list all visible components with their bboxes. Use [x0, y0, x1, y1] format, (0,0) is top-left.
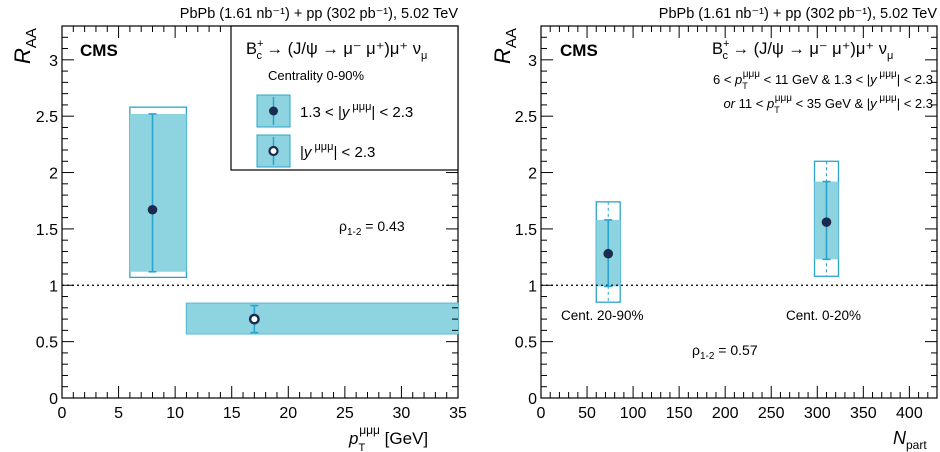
legend-entry-label-2: |y μμμ| < 2.3: [300, 141, 375, 161]
right-cms-label: CMS: [560, 41, 598, 60]
left-rho-annotation: ρ1-2 = 0.43: [339, 218, 405, 238]
left-ytick-label: 0.5: [36, 335, 58, 352]
right-bands: [595, 160, 840, 303]
right-xtick-label: 50: [578, 405, 596, 422]
left-xtick-label: 15: [223, 405, 241, 422]
right-header: PbPb (1.61 nb⁻¹) + pp (302 pb⁻¹), 5.02 T…: [659, 6, 938, 22]
right-marker-filled-1: [821, 217, 832, 227]
left-syst-band-1: [186, 303, 458, 334]
right-selection-line-2: or 11 < pTμμμ < 35 GeV & |y μμμ| < 2.3: [723, 93, 933, 115]
right-ylabel: RAA: [490, 28, 520, 64]
right-ytick-label: 1: [528, 278, 537, 295]
right-title: B+ c → (J/ψ → μ⁻ μ⁺)μ⁺ νμ: [712, 38, 893, 62]
left-ytick-label: 1: [49, 278, 58, 295]
left-xtick-label: 5: [114, 405, 123, 422]
left-panel: PbPb (1.61 nb⁻¹) + pp (302 pb⁻¹), 5.02 T…: [10, 6, 467, 452]
left-ytick-label: 2: [49, 166, 58, 183]
left-syst-band-0: [129, 113, 187, 272]
right-xtick-label: 350: [850, 405, 877, 422]
left-xlabel: pTμμμ [GeV]: [348, 423, 428, 452]
right-xtick-label: 0: [537, 405, 546, 422]
right-xtick-label: 100: [620, 405, 647, 422]
right-points: [603, 180, 832, 288]
left-ytick-label: 0: [49, 391, 58, 408]
right-ytick-label: 3: [528, 53, 537, 70]
left-xtick-label: 35: [449, 405, 467, 422]
left-bands: [129, 106, 459, 335]
left-axes: 00.511.522.530 5 10 15 20 25 30 35: [36, 25, 467, 422]
right-xtick-label: 300: [804, 405, 831, 422]
legend-entry-label-1: 1.3 < |y μμμ| < 2.3: [300, 101, 413, 121]
legend-entry-open: |y μμμ| < 2.3: [256, 134, 375, 168]
left-ylabel: RAA: [10, 28, 40, 64]
right-selection-line-1: 6 < pTμμμ < 11 GeV & 1.3 < |y μμμ| < 2.3: [713, 69, 933, 91]
right-xtick-label: 250: [758, 405, 785, 422]
right-xtick-label: 150: [666, 405, 693, 422]
right-ytick-label: 1.5: [515, 222, 537, 239]
left-cms-label: CMS: [80, 41, 118, 60]
right-plot-frame: [540, 25, 938, 399]
left-points: [147, 113, 260, 334]
right-ytick-label: 0: [528, 391, 537, 408]
left-xtick-label: 20: [279, 405, 297, 422]
left-xtick-label: 10: [166, 405, 184, 422]
right-ytick-label: 2: [528, 166, 537, 183]
right-marker-filled-0: [603, 248, 614, 259]
left-xtick-label: 0: [58, 405, 67, 422]
left-ytick-label: 1.5: [36, 222, 58, 239]
legend-entry-filled: 1.3 < |y μμμ| < 2.3: [256, 94, 413, 128]
left-header: PbPb (1.61 nb⁻¹) + pp (302 pb⁻¹), 5.02 T…: [180, 6, 459, 22]
legend-marker-filled: [269, 106, 278, 116]
right-xtick-label: 200: [712, 405, 739, 422]
right-xtick-label: 400: [896, 405, 923, 422]
left-marker-open-1: [248, 313, 260, 325]
left-xtick-label: 30: [393, 405, 411, 422]
point-label-cent-20-90: Cent. 20-90%: [561, 308, 644, 323]
left-marker-filled-0: [147, 204, 158, 215]
left-xtick-label: 25: [336, 405, 354, 422]
left-ytick-label: 3: [49, 53, 58, 70]
right-ytick-label: 2.5: [515, 109, 537, 126]
left-legend-subtitle: Centrality 0-90%: [268, 68, 365, 83]
right-xlabel: Npart: [893, 428, 927, 452]
legend-marker-open: [268, 145, 279, 157]
point-label-cent-0-20: Cent. 0-20%: [786, 308, 861, 323]
right-panel: PbPb (1.61 nb⁻¹) + pp (302 pb⁻¹), 5.02 T…: [490, 6, 938, 452]
right-ytick-label: 0.5: [515, 335, 537, 352]
right-rho-annotation: ρ1-2 = 0.57: [692, 342, 758, 362]
left-ytick-label: 2.5: [36, 109, 58, 126]
right-axes: 0 0.5 1 1.5 2 2.5 3 0 50 100 150 200 250 300 350 400: [515, 25, 938, 422]
